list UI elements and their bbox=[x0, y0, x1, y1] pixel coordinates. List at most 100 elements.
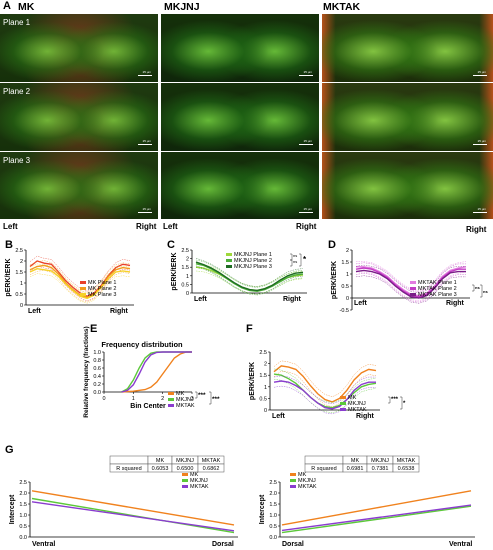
scale-bar-label: 25 µm bbox=[303, 70, 312, 74]
table-header-text-g1: MK bbox=[156, 458, 165, 464]
y-tick-label-d: 2 bbox=[346, 248, 349, 254]
y-tick-label-e: 0.2 bbox=[93, 382, 101, 388]
column-title-mkjnj: MKJNJ bbox=[164, 1, 200, 13]
series-sem-upper-f bbox=[273, 360, 377, 398]
column-title-mktak: MKTAK bbox=[323, 1, 361, 13]
legend-swatch-g2 bbox=[290, 473, 296, 476]
y-tick-label-g2: 1.5 bbox=[269, 502, 277, 508]
left-label-mkjnj: Left bbox=[163, 222, 178, 231]
legend-swatch-g1 bbox=[182, 485, 188, 488]
sig-label-c: ns bbox=[293, 253, 297, 258]
series-line-f-1 bbox=[273, 365, 377, 403]
x-tick-label-e: 2 bbox=[161, 396, 164, 402]
plane-label-2: Plane 2 bbox=[3, 87, 31, 96]
legend-swatch-b bbox=[80, 281, 86, 284]
y-tick-label-g1: 2.0 bbox=[19, 491, 27, 497]
legend-entry-g1: MK bbox=[190, 472, 199, 478]
micrograph-mktak-plane-3: 25 µm bbox=[322, 152, 493, 219]
chart-g2: 0.0 0.5 1.0 1.5 2.0 2.5 Intercept Dorsal Ventral… bbox=[259, 455, 475, 548]
y-tick-label-d: 0.5 bbox=[341, 284, 349, 290]
legend-swatch-g1 bbox=[182, 473, 188, 476]
x-axis-label-e: Bin Center bbox=[130, 403, 166, 410]
scale-bar-label: 25 µm bbox=[477, 207, 486, 211]
legend-entry-g2: MKJNJ bbox=[298, 478, 316, 484]
table-header-text-g2: MKJNJ bbox=[371, 458, 389, 464]
y-tick-label-b: 2.5 bbox=[15, 248, 23, 254]
legend-entry-d: MKTAK Plane 1 bbox=[418, 280, 457, 286]
table-header-cell-g2 bbox=[304, 455, 344, 465]
y-tick-label-g2: 2.5 bbox=[269, 480, 277, 486]
table-header-text-g1: MKTAK bbox=[202, 458, 221, 464]
y-tick-label-g1: 0.0 bbox=[19, 535, 27, 541]
series-line-c-1 bbox=[195, 266, 304, 292]
series-line-g2-2 bbox=[281, 505, 472, 534]
sig-bracket-c bbox=[290, 253, 293, 261]
legend-swatch-d bbox=[410, 281, 416, 284]
y-axis-label-f: pERK/tERK bbox=[249, 362, 256, 400]
series-sem-lower-f bbox=[273, 378, 377, 414]
series-line-f-3 bbox=[273, 380, 376, 410]
legend-swatch-g2 bbox=[290, 485, 296, 488]
series-sem-upper-d bbox=[355, 264, 466, 293]
series-line-g1-2 bbox=[31, 497, 235, 534]
y-tick-label-d: 1.5 bbox=[341, 260, 349, 266]
series-sem-lower-f bbox=[273, 385, 376, 415]
series-sem-lower-b bbox=[29, 273, 131, 304]
right-label-mktak: Right bbox=[466, 225, 487, 234]
legend-swatch-e bbox=[168, 404, 174, 407]
table-cell-text-g1: 0.6500 bbox=[177, 466, 194, 472]
panel-letter-f: F bbox=[246, 323, 253, 335]
y-axis-label-b: pERK/tERK bbox=[5, 258, 12, 296]
y-axis-label-g1: Intercept bbox=[9, 494, 16, 524]
y-tick-label-d: 0 bbox=[346, 296, 349, 302]
sig-bracket-f bbox=[400, 396, 403, 410]
y-axis-label-c: pERK/tERK bbox=[171, 252, 178, 290]
series-line-g2-1 bbox=[281, 490, 472, 526]
x-tick-label-e: 0 bbox=[102, 396, 105, 402]
y-tick-label-g1: 1.0 bbox=[19, 513, 27, 519]
plane-label-1: Plane 1 bbox=[3, 18, 31, 27]
y-tick-label-b: 0 bbox=[20, 303, 23, 309]
legend-swatch-g2 bbox=[290, 479, 296, 482]
y-tick-label-g1: 2.5 bbox=[19, 480, 27, 486]
series-sem-lower-d bbox=[356, 271, 467, 302]
y-tick-label-b: 0.5 bbox=[15, 292, 23, 298]
table-cell-text-g1: R squared bbox=[116, 466, 141, 472]
left-label-mk: Left bbox=[3, 222, 18, 231]
series-line-g1-3 bbox=[31, 501, 235, 532]
legend-entry-d: MKTAK Plane 3 bbox=[418, 292, 457, 298]
scale-bar-label: 25 µm bbox=[477, 139, 486, 143]
legend-swatch-g1 bbox=[182, 479, 188, 482]
y-tick-label-g1: 0.5 bbox=[19, 524, 27, 530]
scale-bar bbox=[138, 144, 152, 145]
legend-entry-e: MKTAK bbox=[176, 403, 195, 409]
y-tick-label-d: -0.5 bbox=[340, 308, 349, 314]
sig-label-d: ns bbox=[483, 289, 488, 294]
scale-bar bbox=[473, 212, 487, 213]
series-sem-lower-d bbox=[355, 273, 466, 303]
y-tick-label-f: 0 bbox=[264, 408, 267, 414]
y-tick-label-f: 1 bbox=[264, 385, 267, 391]
micrograph-mktak-plane-2: 25 µm bbox=[322, 83, 493, 151]
y-tick-label-c: 0.5 bbox=[181, 282, 189, 288]
legend-entry-b: MK Plane 2 bbox=[88, 286, 116, 292]
y-tick-label-f: 2.5 bbox=[259, 350, 267, 356]
r-squared-table-g1: R squared MK 0.6053 MKJNJ 0.6500 MKTAK 0.6862 bbox=[109, 455, 225, 473]
scale-bar-label: 25 µm bbox=[142, 207, 151, 211]
sig-bracket-e bbox=[195, 391, 198, 399]
series-sem-lower-b bbox=[29, 265, 131, 302]
legend-entry-b: MK Plane 3 bbox=[88, 292, 116, 298]
legend-swatch-f bbox=[340, 408, 346, 411]
right-label-mk: Right bbox=[136, 222, 157, 231]
sig-label-f: * bbox=[403, 401, 406, 407]
y-axis-label-d: pERK/tERK bbox=[331, 261, 338, 299]
legend-entry-g1: MKTAK bbox=[190, 484, 209, 490]
series-line-e-1 bbox=[121, 351, 192, 393]
table-header-text-g2: MK bbox=[351, 458, 360, 464]
chart-g1: 0.0 0.5 1.0 1.5 2.0 2.5 Intercept Ventral Dorsal… bbox=[9, 455, 238, 548]
legend-entry-g1: MKJNJ bbox=[190, 478, 208, 484]
x-label-right-g2: Ventral bbox=[449, 541, 472, 548]
scale-bar bbox=[299, 144, 313, 145]
